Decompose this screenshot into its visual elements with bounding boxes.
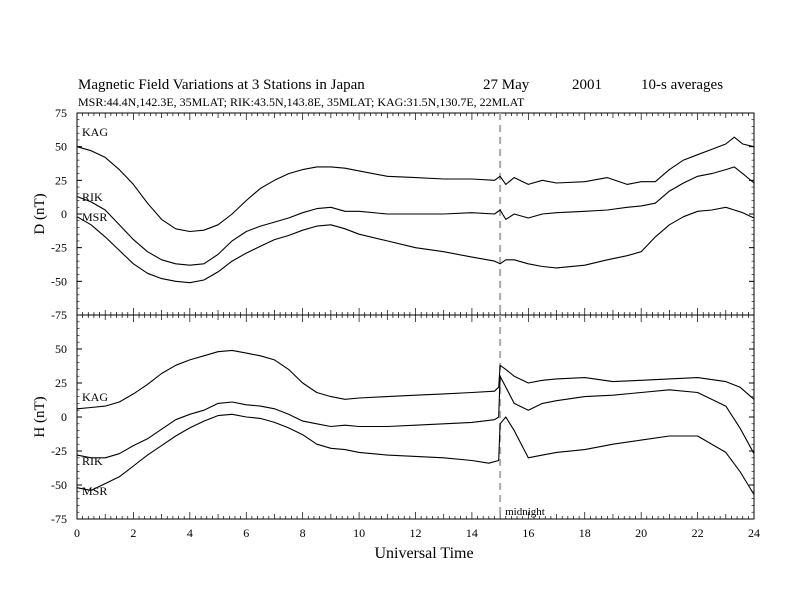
series-line-kag — [76, 136, 755, 233]
series-label-rik: RIK — [82, 190, 103, 204]
midnight-label: midnight — [505, 506, 545, 518]
x-tick-label: 14 — [466, 526, 478, 540]
series-label-kag: KAG — [82, 390, 108, 404]
x-tick-label: 22 — [692, 526, 704, 540]
y-tick-label: 0 — [61, 410, 67, 424]
y-tick-label: -25 — [51, 241, 67, 255]
chart-year: 2001 — [572, 77, 602, 93]
series-line-rik — [76, 375, 755, 459]
chart-title: Magnetic Field Variations at 3 Stations … — [78, 77, 365, 93]
series-label-msr: MSR — [82, 210, 107, 224]
x-axis-label: Universal Time — [374, 545, 473, 562]
plot-frame — [76, 314, 755, 520]
d-component-panel: -75 -50 -25 0 25 50 75 D (nT) KAG RIK MSR — [32, 106, 755, 322]
series-line-msr — [76, 413, 755, 495]
y-tick-label: -75 — [51, 512, 67, 526]
y-tick-label: -50 — [51, 478, 67, 492]
x-tick-label: 20 — [635, 526, 647, 540]
y-axis-label: H (nT) — [32, 396, 48, 437]
y-tick-label: -75 — [51, 308, 67, 322]
y-tick-label: 0 — [61, 207, 67, 221]
y-tick-label: -25 — [51, 444, 67, 458]
series-label-msr: MSR — [82, 484, 107, 498]
station-coordinates: MSR:44.4N,142.3E, 35MLAT; RIK:43.5N,143.… — [78, 95, 525, 109]
x-tick-label: 2 — [130, 526, 136, 540]
x-tick-label: 6 — [243, 526, 249, 540]
x-tick-label: 16 — [522, 526, 534, 540]
chart-averaging: 10-s averages — [641, 77, 723, 93]
x-tick-label: 12 — [410, 526, 422, 540]
x-tick-label: 0 — [74, 526, 80, 540]
x-tick-label: 10 — [353, 526, 365, 540]
x-tick-label: 18 — [579, 526, 591, 540]
y-tick-label: 50 — [55, 140, 67, 154]
y-tick-label: 75 — [55, 106, 67, 120]
y-tick-label: 25 — [55, 376, 67, 390]
x-tick-label: 24 — [748, 526, 760, 540]
series-line-kag — [76, 349, 755, 410]
y-tick-label: 25 — [55, 173, 67, 187]
series-label-rik: RIK — [82, 454, 103, 468]
x-tick-label: 4 — [187, 526, 193, 540]
series-line-msr — [76, 206, 755, 284]
chart-date: 27 May — [483, 77, 530, 93]
y-tick-label: -50 — [51, 274, 67, 288]
y-tick-label: 50 — [55, 342, 67, 356]
series-label-kag: KAG — [82, 125, 108, 139]
series-line-rik — [76, 166, 755, 266]
x-tick-label: 8 — [300, 526, 306, 540]
y-axis-label: D (nT) — [32, 193, 48, 234]
